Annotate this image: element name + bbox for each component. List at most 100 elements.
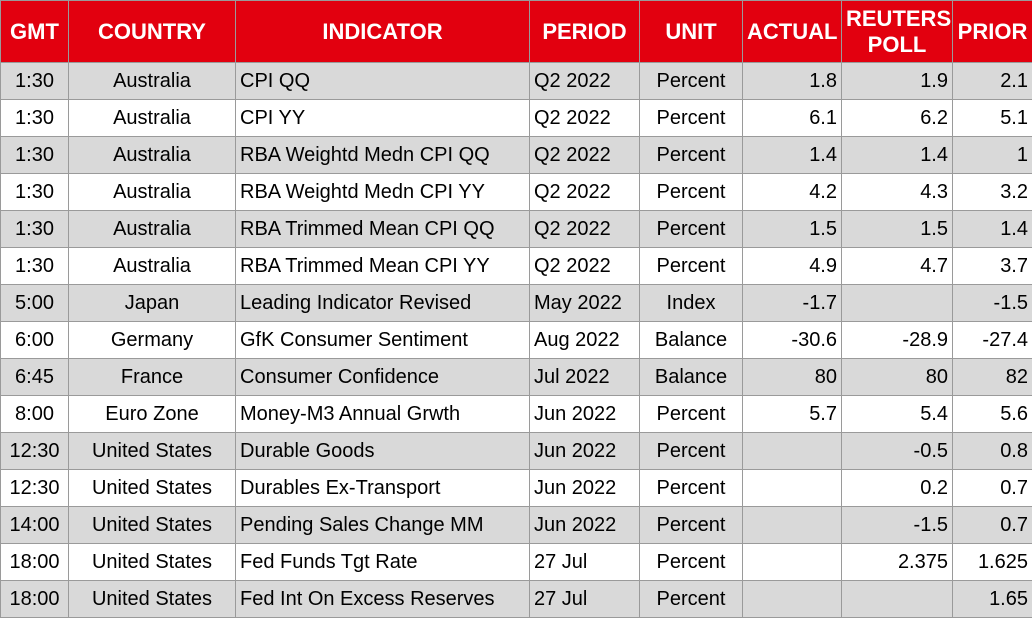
country-cell: Germany [69,322,236,359]
period-cell: Jun 2022 [530,470,640,507]
actual-cell: 1.5 [743,211,842,248]
gmt-cell: 1:30 [1,63,69,100]
gmt-cell: 14:00 [1,507,69,544]
actual-cell [743,433,842,470]
gmt-cell: 5:00 [1,285,69,322]
gmt-cell: 18:00 [1,581,69,618]
header-reuters-poll-line1: REUTERS [846,6,951,31]
gmt-cell: 1:30 [1,174,69,211]
unit-cell: Percent [640,433,743,470]
actual-cell: 80 [743,359,842,396]
period-cell: Q2 2022 [530,248,640,285]
indicator-cell: CPI YY [236,100,530,137]
prior-cell: 3.7 [953,248,1032,285]
reuters-poll-cell: 2.375 [842,544,953,581]
gmt-cell: 6:45 [1,359,69,396]
unit-cell: Percent [640,63,743,100]
reuters-poll-cell [842,581,953,618]
gmt-cell: 1:30 [1,137,69,174]
unit-cell: Percent [640,174,743,211]
prior-cell: 1.625 [953,544,1032,581]
prior-cell: 5.1 [953,100,1032,137]
gmt-cell: 1:30 [1,248,69,285]
actual-cell: -1.7 [743,285,842,322]
country-cell: Japan [69,285,236,322]
prior-cell: 1.65 [953,581,1032,618]
unit-cell: Percent [640,248,743,285]
reuters-poll-cell: 5.4 [842,396,953,433]
indicator-cell: Pending Sales Change MM [236,507,530,544]
gmt-cell: 8:00 [1,396,69,433]
country-cell: France [69,359,236,396]
country-cell: United States [69,470,236,507]
indicator-cell: Leading Indicator Revised [236,285,530,322]
indicator-cell: RBA Weightd Medn CPI YY [236,174,530,211]
header-row: GMT COUNTRY INDICATOR PERIOD UNIT ACTUAL… [1,1,1032,63]
country-cell: United States [69,507,236,544]
country-cell: Australia [69,248,236,285]
prior-cell: -27.4 [953,322,1032,359]
header-prior: PRIOR [953,1,1032,63]
reuters-poll-cell [842,285,953,322]
actual-cell: 1.8 [743,63,842,100]
indicator-cell: Fed Funds Tgt Rate [236,544,530,581]
country-cell: Australia [69,137,236,174]
reuters-poll-cell: 1.5 [842,211,953,248]
period-cell: Jun 2022 [530,396,640,433]
actual-cell: 5.7 [743,396,842,433]
country-cell: Australia [69,100,236,137]
reuters-poll-cell: -0.5 [842,433,953,470]
gmt-cell: 12:30 [1,470,69,507]
reuters-poll-cell: 80 [842,359,953,396]
indicator-cell: Money-M3 Annual Grwth [236,396,530,433]
header-gmt: GMT [1,1,69,63]
country-cell: Euro Zone [69,396,236,433]
indicator-cell: RBA Trimmed Mean CPI YY [236,248,530,285]
prior-cell: 0.8 [953,433,1032,470]
header-actual: ACTUAL [743,1,842,63]
reuters-poll-cell: 6.2 [842,100,953,137]
period-cell: Q2 2022 [530,100,640,137]
indicator-cell: RBA Weightd Medn CPI QQ [236,137,530,174]
actual-cell: -30.6 [743,322,842,359]
period-cell: Jul 2022 [530,359,640,396]
unit-cell: Balance [640,359,743,396]
header-period: PERIOD [530,1,640,63]
header-country: COUNTRY [69,1,236,63]
indicator-cell: Durables Ex-Transport [236,470,530,507]
prior-cell: 2.1 [953,63,1032,100]
actual-cell [743,507,842,544]
header-indicator: INDICATOR [236,1,530,63]
country-cell: Australia [69,174,236,211]
gmt-cell: 18:00 [1,544,69,581]
reuters-poll-cell: 4.3 [842,174,953,211]
period-cell: Jun 2022 [530,507,640,544]
prior-cell: 0.7 [953,507,1032,544]
indicator-cell: CPI QQ [236,63,530,100]
actual-cell: 6.1 [743,100,842,137]
unit-cell: Percent [640,544,743,581]
country-cell: Australia [69,211,236,248]
gmt-cell: 6:00 [1,322,69,359]
unit-cell: Percent [640,396,743,433]
unit-cell: Percent [640,100,743,137]
unit-cell: Balance [640,322,743,359]
prior-cell: 0.7 [953,470,1032,507]
period-cell: Aug 2022 [530,322,640,359]
indicator-cell: Consumer Confidence [236,359,530,396]
actual-cell [743,544,842,581]
